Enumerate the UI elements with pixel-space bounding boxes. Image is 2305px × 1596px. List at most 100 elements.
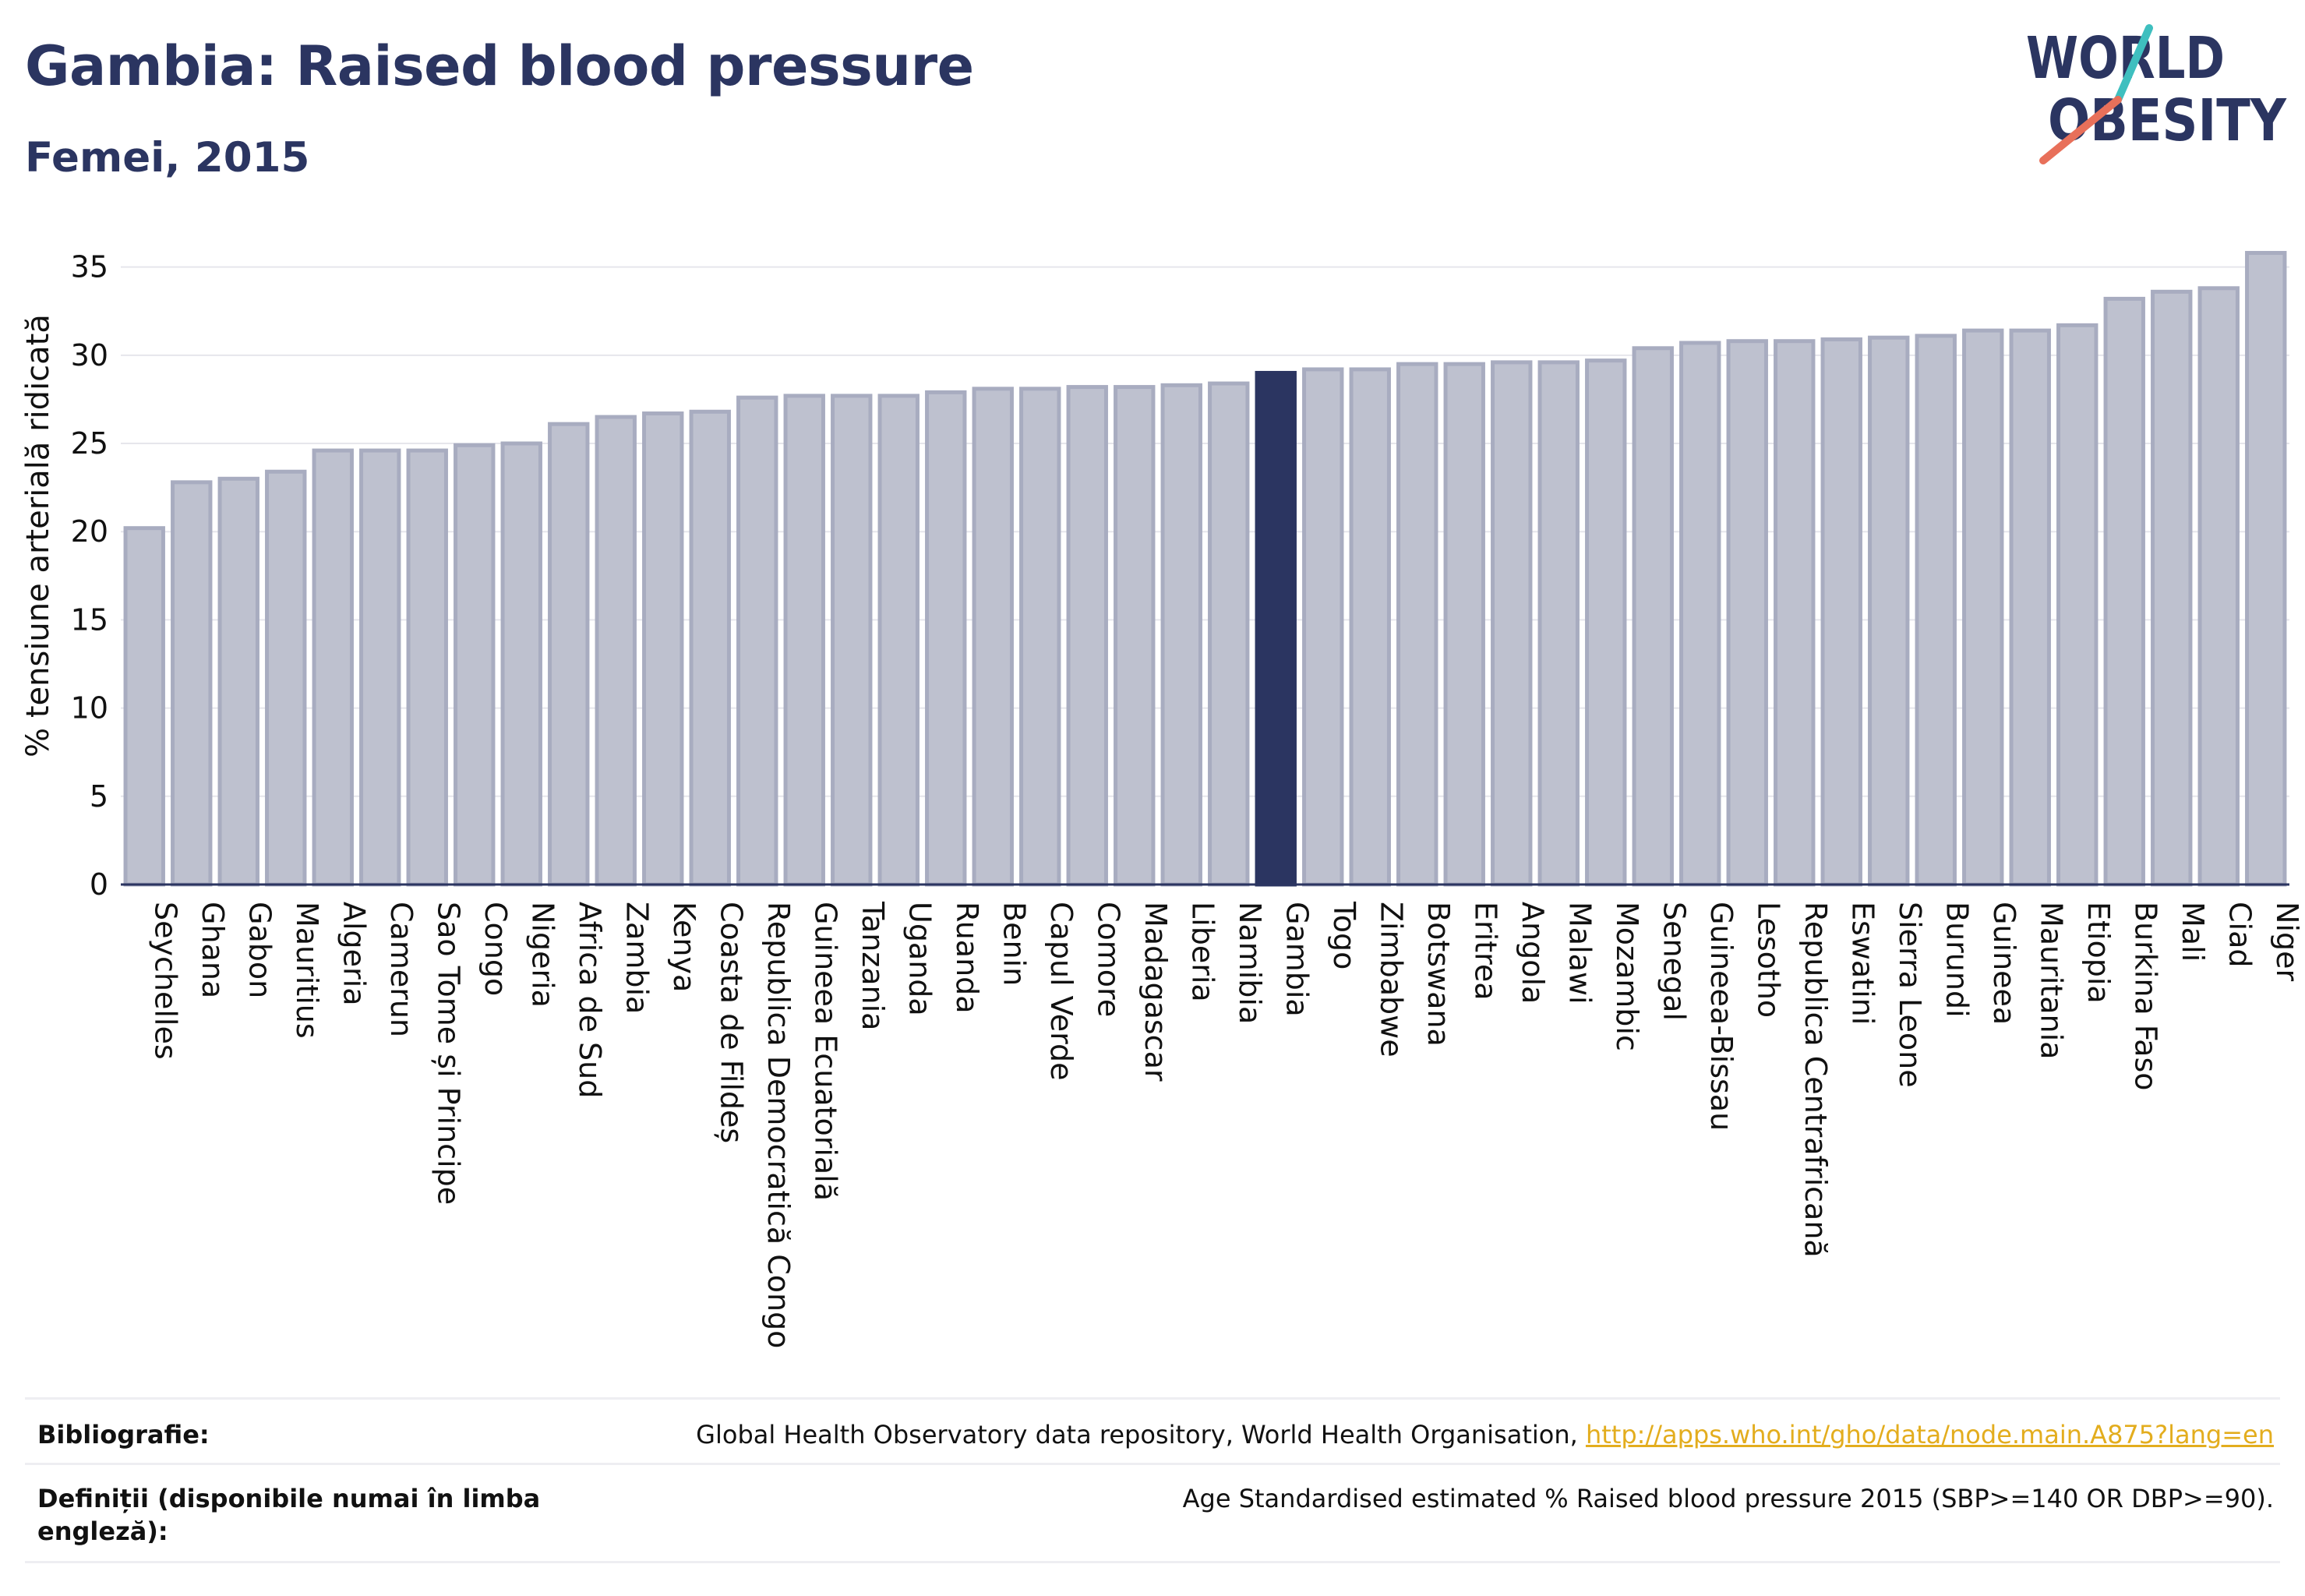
- bar-zambia: [595, 415, 637, 887]
- definitions-label-line1: Definiții (disponibile numai în limba: [37, 1484, 541, 1513]
- x-tick-label: Burundi: [1940, 902, 1974, 1018]
- bibliography-link[interactable]: http://apps.who.int/gho/data/node.main.A…: [1585, 1420, 2274, 1449]
- x-tick-label: Senegal: [1657, 902, 1691, 1021]
- bar-namibia: [1208, 381, 1250, 887]
- bar-eritrea: [1443, 362, 1485, 887]
- bar-chart: 0 5 10 15 20 25 30 35 Seychelles Ghana Gabon Mauri…: [20, 250, 2304, 1349]
- bar-republica-democratic-congo: [736, 395, 778, 887]
- footer-divider-top: [25, 1397, 2280, 1400]
- bar-malawi: [1537, 360, 1580, 887]
- bar-benin: [972, 387, 1014, 887]
- x-tick-label: Mozambic: [1610, 902, 1644, 1051]
- bar-angola: [1491, 360, 1533, 887]
- bar-camerun: [359, 448, 401, 887]
- x-tick-label: Gambia: [1280, 902, 1314, 1017]
- bar-mauritius: [265, 469, 307, 887]
- x-tick-label: Capul Verde: [1044, 902, 1078, 1081]
- x-tick-label: Burkina Faso: [2128, 902, 2162, 1091]
- bar-gambia: [1255, 370, 1297, 887]
- x-tick-label: Etiopia: [2081, 902, 2116, 1004]
- bar-republica-centrafrican-: [1774, 339, 1816, 887]
- y-tick-label: 10: [71, 691, 108, 726]
- x-tick-label: Zambia: [619, 902, 654, 1014]
- bar-lesotho: [1726, 339, 1768, 887]
- x-tick-label: Sao Tome și Principe: [431, 902, 465, 1205]
- bar-mozambic: [1585, 358, 1627, 887]
- bar-senegal: [1632, 346, 1674, 887]
- x-tick-label: Lesotho: [1751, 902, 1785, 1018]
- chart-title: Gambia: Raised blood pressure: [25, 34, 974, 98]
- bar-kenya: [642, 411, 684, 887]
- x-tick-label: Congo: [478, 902, 513, 996]
- y-tick-label: 20: [71, 514, 108, 549]
- x-tick-label: Republica Democratică Congo: [761, 902, 796, 1348]
- y-axis-label: % tensiune arterială ridicată: [20, 314, 56, 757]
- x-tick-label: Angola: [1516, 902, 1550, 1004]
- x-tick-label: Togo: [1327, 901, 1361, 969]
- logo-slash-teal: [2114, 24, 2153, 104]
- bar-coasta-de-filde-: [689, 409, 731, 887]
- bar-mauritania: [2009, 328, 2051, 887]
- bar-madagascar: [1114, 385, 1156, 887]
- bar-burkina-faso: [2103, 296, 2145, 887]
- bar-ciad: [2197, 286, 2240, 887]
- bar-seychelles: [123, 526, 165, 887]
- x-tick-label: Malawi: [1562, 902, 1597, 1005]
- bar-niger: [2245, 251, 2287, 887]
- x-tick-label: Seychelles: [148, 902, 182, 1060]
- bar-ghana: [171, 480, 213, 887]
- x-tick-label: Guineea: [1987, 902, 2021, 1025]
- x-tick-label: Kenya: [667, 902, 701, 992]
- bar-gabon: [217, 476, 259, 887]
- bar-nigeria: [500, 441, 542, 887]
- bibliography-label: Bibliografie:: [37, 1420, 210, 1449]
- footer-divider-bottom: [25, 1561, 2280, 1563]
- x-tick-label: Republica Centrafricană: [1798, 902, 1833, 1258]
- definitions-label-line2: engleză):: [37, 1517, 168, 1546]
- bar-algeria: [312, 448, 354, 887]
- world-obesity-logo: WORLD OBESITY: [2026, 24, 2287, 164]
- bar-togo: [1302, 367, 1344, 887]
- x-tick-label: Madagascar: [1138, 902, 1173, 1082]
- bibliography-text: Global Health Observatory data repositor…: [696, 1420, 1578, 1449]
- x-tick-label: Coasta de Fildeș: [714, 902, 748, 1143]
- x-tick-label: Guineea-Bissau: [1704, 902, 1738, 1131]
- bar-botswana: [1396, 362, 1438, 887]
- x-tick-label: Benin: [997, 902, 1031, 986]
- x-tick-label: Eritrea: [1468, 902, 1502, 1001]
- x-tick-label: Algeria: [337, 902, 371, 1006]
- x-tick-label: Namibia: [1233, 902, 1267, 1024]
- definitions-label: Definiții (disponibile numai în limba en…: [37, 1482, 540, 1548]
- x-tick-label: Camerun: [384, 902, 418, 1037]
- bar-sierra-leone: [1868, 335, 1910, 887]
- x-tick-label: Gabon: [242, 902, 277, 998]
- logo-line2: OBESITY: [2048, 87, 2287, 154]
- bar-congo: [454, 443, 496, 887]
- bar-liberia: [1160, 383, 1202, 887]
- bar-guineea: [1962, 328, 2004, 887]
- y-tick-label: 5: [90, 779, 108, 814]
- bar-comore: [1066, 385, 1108, 887]
- x-tick-label: Uganda: [902, 902, 937, 1016]
- bar-zimbabwe: [1349, 367, 1391, 887]
- bar-sao-tome-i-principe: [406, 448, 448, 887]
- x-tick-label: Comore: [1091, 902, 1125, 1017]
- definitions-text: Age Standardised estimated % Raised bloo…: [1182, 1484, 2274, 1513]
- y-tick-label: 15: [71, 602, 108, 637]
- logo-slash-coral: [2039, 96, 2122, 164]
- x-tick-label: Ghana: [196, 902, 230, 998]
- x-tick-label: Nigeria: [525, 902, 559, 1008]
- chart-subtitle: Femei, 2015: [25, 134, 310, 182]
- bibliography-value: Global Health Observatory data repositor…: [696, 1418, 2274, 1451]
- x-tick-labels: Seychelles Ghana Gabon Mauritius Algeria Came…: [148, 901, 2304, 1348]
- y-tick-label: 0: [90, 867, 108, 902]
- bar-uganda: [877, 394, 920, 887]
- y-tick-label: 30: [71, 338, 108, 373]
- footer-divider-middle: [25, 1463, 2280, 1465]
- bar-mali: [2151, 289, 2193, 887]
- bar-burundi: [1915, 334, 1957, 887]
- x-tick-label: Botswana: [1421, 902, 1456, 1047]
- x-tick-label: Zimbabwe: [1374, 902, 1408, 1058]
- bar-guineea-bissau: [1679, 341, 1721, 887]
- x-tick-label: Mauritania: [2034, 902, 2068, 1059]
